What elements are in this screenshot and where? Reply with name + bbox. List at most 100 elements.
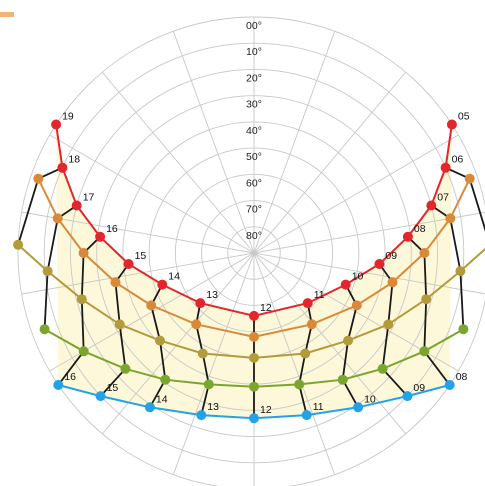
azimuth-spoke bbox=[253, 134, 459, 254]
hour-point-3-07 bbox=[458, 324, 469, 335]
azimuth-spoke bbox=[172, 252, 255, 475]
hour-point-3-10 bbox=[337, 374, 348, 385]
hour-label-top-05: 05 bbox=[458, 111, 470, 123]
hour-point-1-13 bbox=[191, 319, 202, 330]
hour-label-top-13: 13 bbox=[206, 289, 218, 301]
hour-point-3-13 bbox=[203, 379, 214, 390]
hour-label-top-16: 16 bbox=[106, 223, 118, 235]
hour-point-2-12 bbox=[249, 352, 259, 363]
hour-point-1-15 bbox=[110, 277, 121, 288]
hour-point-1-07 bbox=[445, 213, 456, 224]
hour-point-1-06 bbox=[464, 173, 475, 184]
hour-point-0-05 bbox=[446, 119, 457, 130]
altitude-label-60: 60° bbox=[246, 177, 262, 189]
azimuth-spoke bbox=[253, 252, 407, 435]
altitude-label-20: 20° bbox=[246, 72, 262, 84]
azimuth-spoke bbox=[172, 31, 255, 254]
hour-point-1-11 bbox=[306, 319, 317, 330]
hour-label-top-17: 17 bbox=[83, 192, 95, 204]
hour-point-1-10 bbox=[351, 300, 362, 311]
hour-point-1-12 bbox=[249, 331, 259, 342]
hour-label-bottom-10: 10 bbox=[364, 393, 376, 405]
hour-point-4-12 bbox=[249, 413, 259, 424]
hour-point-2-07 bbox=[455, 266, 466, 277]
sun-path-fill bbox=[56, 124, 452, 419]
azimuth-spoke bbox=[49, 134, 255, 254]
hour-point-1-09 bbox=[387, 277, 398, 288]
hour-point-0-10 bbox=[340, 279, 351, 290]
hour-label-top-19: 19 bbox=[62, 111, 74, 123]
hour-point-3-14 bbox=[160, 374, 171, 385]
hour-label-top-14: 14 bbox=[168, 271, 180, 283]
analemma-line-07 bbox=[430, 204, 465, 330]
hour-point-3-09 bbox=[377, 363, 388, 374]
hour-point-1-17 bbox=[52, 213, 63, 224]
hour-point-4-10 bbox=[353, 402, 364, 413]
azimuth-spoke bbox=[253, 252, 485, 295]
hour-point-0-13 bbox=[195, 298, 206, 309]
hour-label-top-11: 11 bbox=[314, 289, 325, 301]
hour-point-1-08 bbox=[419, 248, 430, 258]
hour-point-1-14 bbox=[146, 300, 157, 311]
hour-point-4-15 bbox=[95, 391, 106, 402]
hour-point-3-17 bbox=[39, 324, 50, 335]
sun-path-band bbox=[56, 124, 452, 419]
hour-label-top-09: 09 bbox=[385, 250, 397, 262]
hour-point-0-06 bbox=[440, 162, 451, 173]
hour-point-0-17 bbox=[71, 200, 82, 211]
hour-label-bottom-16: 16 bbox=[64, 371, 76, 383]
hour-point-2-16 bbox=[76, 294, 87, 305]
hour-point-4-16 bbox=[53, 380, 64, 390]
altitude-label-00: 00° bbox=[246, 20, 262, 32]
hour-label-bottom-11: 11 bbox=[313, 401, 324, 413]
hour-point-0-11 bbox=[302, 298, 313, 309]
hour-point-2-17 bbox=[42, 266, 53, 277]
hour-point-4-14 bbox=[144, 402, 155, 413]
hour-point-0-12 bbox=[249, 310, 259, 321]
hour-point-0-08 bbox=[402, 231, 413, 242]
hour-point-0-16 bbox=[95, 231, 106, 242]
hour-point-2-10 bbox=[343, 335, 353, 346]
hour-point-3-15 bbox=[120, 363, 131, 374]
hour-label-top-06: 06 bbox=[452, 154, 464, 166]
analemma-line-17 bbox=[43, 204, 78, 330]
altitude-labels: 00° 10° 20° 30° 40° 50° 60° 70° 80° bbox=[246, 20, 262, 242]
polar-grid bbox=[17, 16, 485, 486]
hour-label-bottom-08: 08 bbox=[456, 371, 468, 383]
azimuth-spoke bbox=[21, 252, 255, 295]
hour-points bbox=[13, 119, 485, 424]
hour-point-0-18 bbox=[57, 162, 68, 173]
hour-labels: 05 06 07 08 09 10 11 12 13 14 15 16 17 18 19 08 09 10 11 12… bbox=[62, 111, 470, 417]
hour-label-top-08: 08 bbox=[414, 223, 426, 235]
hour-point-3-11 bbox=[294, 379, 305, 390]
hour-label-top-07: 07 bbox=[437, 192, 449, 204]
hour-label-top-18: 18 bbox=[68, 154, 80, 166]
hour-point-0-15 bbox=[123, 259, 134, 269]
hour-point-2-14 bbox=[155, 335, 165, 346]
altitude-label-10: 10° bbox=[246, 46, 262, 58]
azimuth-spoke bbox=[253, 31, 336, 254]
hour-point-3-08 bbox=[419, 346, 430, 357]
hour-point-0-19 bbox=[51, 119, 62, 130]
hour-point-4-09 bbox=[402, 391, 413, 402]
hour-label-top-10: 10 bbox=[352, 271, 364, 283]
altitude-label-40: 40° bbox=[246, 125, 262, 137]
corner-accent-mark bbox=[0, 12, 14, 17]
hour-point-1-18 bbox=[33, 173, 44, 184]
altitude-label-80: 80° bbox=[246, 230, 262, 242]
hour-label-top-15: 15 bbox=[135, 250, 147, 262]
hour-label-top-12: 12 bbox=[260, 302, 272, 314]
hour-point-2-18 bbox=[13, 239, 24, 250]
hour-point-0-14 bbox=[157, 279, 168, 290]
hour-point-2-11 bbox=[300, 348, 311, 359]
hour-point-2-13 bbox=[197, 348, 208, 359]
hour-label-bottom-12: 12 bbox=[260, 404, 272, 416]
hour-point-1-16 bbox=[78, 248, 89, 258]
azimuth-spoke bbox=[253, 252, 336, 475]
hour-point-2-08 bbox=[421, 294, 432, 305]
hour-point-4-13 bbox=[196, 410, 207, 421]
altitude-label-50: 50° bbox=[246, 151, 262, 163]
hour-point-4-11 bbox=[301, 410, 312, 421]
azimuth-spoke bbox=[101, 252, 255, 435]
